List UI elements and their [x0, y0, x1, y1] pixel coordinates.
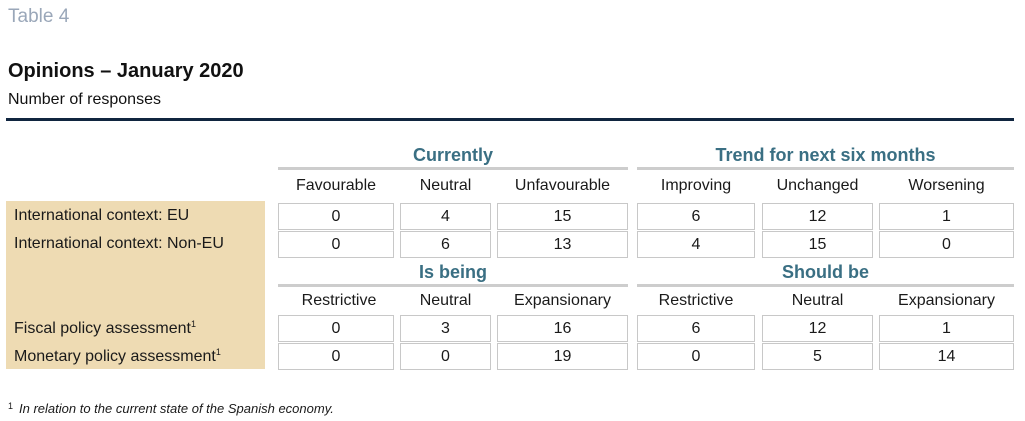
table-cell: 1 — [879, 315, 1014, 342]
row-label: Monetary policy assessment1 — [14, 347, 221, 366]
column-header: Expansionary — [898, 292, 995, 309]
group-header-currently: Currently — [412, 145, 493, 165]
row-label: International context: EU — [14, 207, 190, 224]
column-header: Worsening — [908, 177, 985, 194]
footnote-marker: 1 — [190, 319, 196, 329]
column-header: Expansionary — [514, 292, 611, 309]
column-header: Restrictive — [301, 292, 377, 309]
table-cell: 3 — [400, 315, 491, 342]
column-header: Restrictive — [658, 292, 734, 309]
row-label: International context: Non-EU — [14, 235, 224, 252]
title-rule — [6, 118, 1014, 121]
footnote-marker: 1 — [8, 401, 14, 411]
group-header-should-be: Should be — [782, 262, 869, 282]
table-cell: 15 — [762, 231, 873, 258]
table-cell: 4 — [400, 203, 491, 230]
table-cell: 12 — [762, 203, 873, 230]
table-cell: 0 — [278, 231, 394, 258]
footnote-text: In relation to the current state of the … — [19, 401, 334, 416]
table-cell: 12 — [762, 315, 873, 342]
table-cell: 6 — [637, 315, 755, 342]
group-header-trend: Trend for next six months — [715, 145, 936, 165]
table-cell: 0 — [637, 343, 755, 370]
column-header: Unfavourable — [514, 177, 611, 194]
column-header: Neutral — [419, 292, 472, 309]
table-number: Table 4 — [8, 6, 70, 27]
group-underline — [278, 167, 628, 170]
table-cell: 6 — [400, 231, 491, 258]
table-cell: 14 — [879, 343, 1014, 370]
table-cell: 0 — [278, 343, 394, 370]
table-cell: 16 — [497, 315, 628, 342]
group-underline — [278, 284, 628, 287]
table-cell: 5 — [762, 343, 873, 370]
table-cell: 1 — [879, 203, 1014, 230]
row-label-background — [6, 201, 265, 369]
column-header: Unchanged — [776, 177, 859, 194]
group-underline — [637, 284, 1014, 287]
row-label-text: Monetary policy assessment — [14, 348, 216, 365]
table-cell: 6 — [637, 203, 755, 230]
table-cell: 0 — [278, 203, 394, 230]
table-cell: 4 — [637, 231, 755, 258]
table-cell: 15 — [497, 203, 628, 230]
group-header-is-being: Is being — [418, 262, 487, 282]
table-subtitle: Number of responses — [8, 91, 161, 108]
column-header: Improving — [660, 177, 732, 194]
table-cell: 13 — [497, 231, 628, 258]
table-cell: 19 — [497, 343, 628, 370]
row-label-text: Fiscal policy assessment — [14, 320, 191, 337]
footnote: 1 In relation to the current state of the… — [8, 401, 334, 416]
table-title: Opinions – January 2020 — [8, 60, 244, 82]
footnote-marker: 1 — [215, 347, 221, 357]
column-header: Neutral — [791, 292, 844, 309]
table-cell: 0 — [879, 231, 1014, 258]
table-cell: 0 — [400, 343, 491, 370]
group-underline — [637, 167, 1014, 170]
column-header: Favourable — [295, 177, 377, 194]
table-cell: 0 — [278, 315, 394, 342]
column-header: Neutral — [419, 177, 472, 194]
row-label: Fiscal policy assessment1 — [14, 319, 196, 338]
